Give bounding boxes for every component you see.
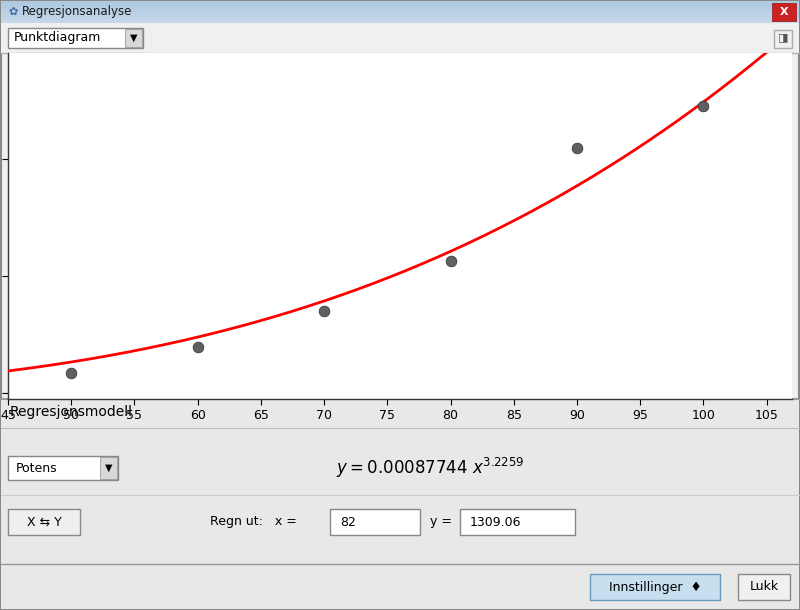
Bar [1, 17, 799, 18]
Bar [1, 7, 799, 8]
Bar [125, 29, 142, 47]
Text: 82: 82 [340, 515, 356, 528]
Text: ▼: ▼ [106, 463, 113, 473]
Bar [1, 15, 799, 16]
Point [570, 143, 583, 153]
Bar [1, 10, 799, 11]
Bar [1, 23, 799, 53]
Bar [1, 9, 799, 10]
Text: ◨: ◨ [778, 32, 788, 42]
Bar [738, 574, 790, 600]
Point [318, 306, 330, 316]
Bar [1, 16, 799, 17]
Text: X: X [780, 7, 788, 17]
Bar [774, 30, 792, 48]
Text: Regresjonsanalyse: Regresjonsanalyse [22, 5, 132, 18]
Bar [8, 456, 118, 480]
Text: $y = 0.00087744\ x^{3.2259}$: $y = 0.00087744\ x^{3.2259}$ [336, 456, 524, 480]
Text: X:  Kolonne A: X: Kolonne A [354, 378, 446, 392]
Bar [1, 1, 799, 23]
Text: Regresjonsmodell: Regresjonsmodell [10, 405, 133, 419]
Bar [1, 22, 799, 23]
Bar [1, 3, 799, 4]
Bar [1, 19, 799, 20]
Point [697, 101, 710, 110]
Text: X ⇆ Y: X ⇆ Y [26, 515, 62, 528]
Bar [1, 4, 799, 5]
Text: ✿: ✿ [8, 7, 18, 17]
Point [444, 256, 457, 265]
Bar [460, 509, 575, 535]
Bar [772, 3, 796, 21]
Bar [590, 574, 720, 600]
Bar [1, 12, 799, 13]
Bar [1, 2, 799, 3]
Bar [330, 509, 420, 535]
Text: 1309.06: 1309.06 [470, 515, 522, 528]
Bar [1, 18, 799, 19]
Bar [1, 399, 799, 609]
Bar [1, 21, 799, 22]
Point [191, 342, 204, 352]
Text: Lukk: Lukk [750, 581, 778, 594]
Bar [1, 5, 799, 6]
Text: ▼: ▼ [130, 33, 138, 43]
Text: Regn ut:   x =: Regn ut: x = [210, 515, 297, 528]
Bar [8, 28, 143, 48]
Bar [1, 13, 799, 14]
Text: Punktdiagram: Punktdiagram [14, 32, 102, 45]
Text: y =: y = [430, 515, 452, 528]
Point [65, 368, 78, 378]
Bar [1, 8, 799, 9]
Text: Potens: Potens [16, 462, 58, 475]
Text: Innstillinger  ♦: Innstillinger ♦ [609, 581, 702, 594]
Bar [100, 457, 117, 479]
Bar [1, 1, 799, 2]
Bar [1, 6, 799, 7]
Text: Y:  Kolonne B: Y: Kolonne B [10, 61, 99, 75]
Bar [8, 509, 80, 535]
Bar [1, 11, 799, 12]
Bar [1, 20, 799, 21]
Bar [1, 14, 799, 15]
